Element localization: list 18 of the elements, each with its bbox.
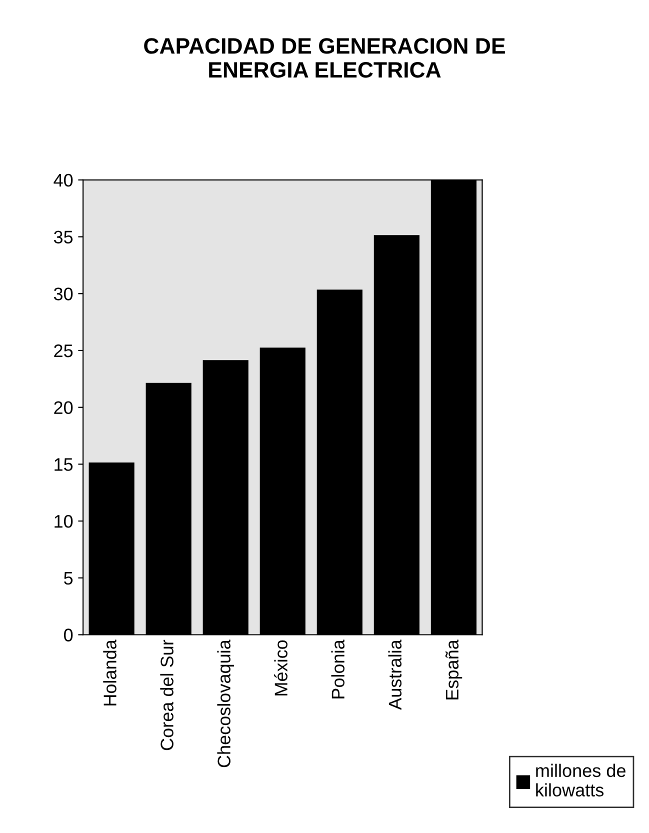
x-tick-label: España bbox=[445, 640, 462, 700]
chart-title: CAPACIDAD DE GENERACION DE ENERGIA ELECTRICA bbox=[144, 38, 505, 78]
y-tick-label: 35 bbox=[54, 230, 73, 244]
y-tick-label: 40 bbox=[54, 174, 73, 187]
y-tick-label: 15 bbox=[54, 458, 73, 471]
x-tick-label: Corea del Sur bbox=[160, 640, 174, 750]
y-tick-label: 30 bbox=[54, 288, 73, 300]
y-tick-label: 25 bbox=[54, 344, 73, 358]
x-tick-label: Australia bbox=[388, 640, 402, 710]
y-tick-label: 10 bbox=[54, 514, 73, 528]
x-tick-label: Checoslovaquia bbox=[217, 640, 234, 768]
y-tick-label: 5 bbox=[64, 572, 73, 585]
x-tick-label: México bbox=[274, 640, 288, 696]
legend-label: millones de kilowatts bbox=[536, 764, 626, 797]
x-tick-label: Holanda bbox=[103, 640, 116, 706]
y-tick-label: 0 bbox=[64, 628, 73, 642]
x-tick-label: Polonia bbox=[331, 640, 345, 698]
y-tick-label: 20 bbox=[54, 401, 73, 414]
